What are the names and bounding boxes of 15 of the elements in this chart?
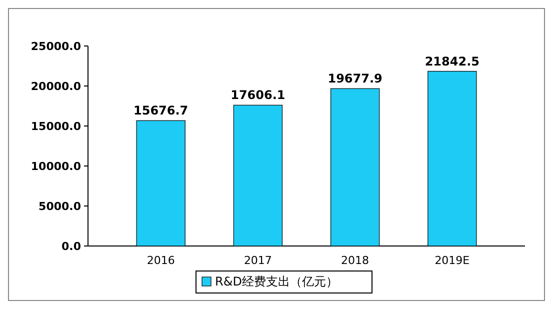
data-label: 21842.5 bbox=[424, 54, 480, 68]
legend-label: R&D经费支出（亿元） bbox=[215, 274, 338, 289]
y-tick-label: 25000.0 bbox=[30, 40, 82, 53]
x-tick-label: 2016 bbox=[146, 254, 175, 267]
y-tick-label: 5000.0 bbox=[38, 200, 82, 213]
data-label: 15676.7 bbox=[134, 104, 188, 118]
y-tick-label: 0.0 bbox=[62, 240, 82, 253]
y-tick-label: 10000.0 bbox=[30, 160, 82, 173]
data-label: 17606.1 bbox=[230, 88, 286, 102]
x-tick-label: 2017 bbox=[244, 254, 272, 267]
data-label: 19677.9 bbox=[328, 72, 382, 86]
x-tick-label: 2019E bbox=[434, 254, 470, 267]
x-tick-label: 2018 bbox=[341, 254, 370, 267]
y-tick-label: 20000.0 bbox=[30, 80, 82, 93]
y-tick-label: 15000.0 bbox=[30, 120, 82, 133]
